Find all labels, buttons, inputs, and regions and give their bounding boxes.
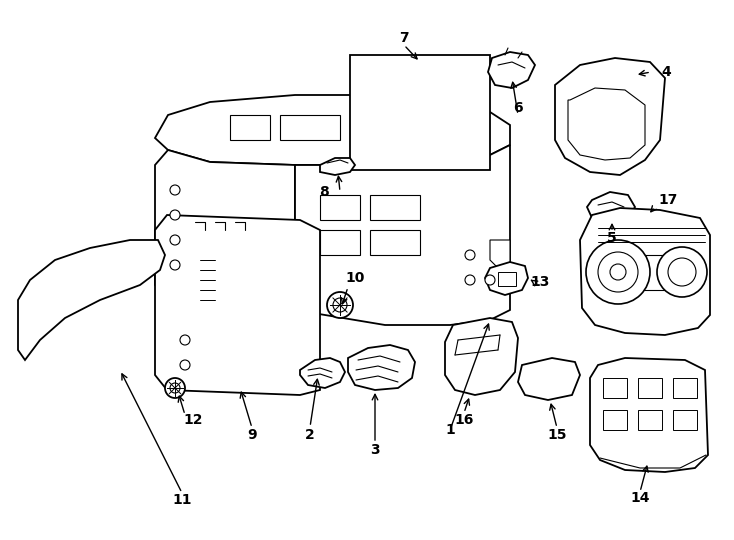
Circle shape [170,185,180,195]
Text: 7: 7 [399,31,409,45]
Polygon shape [320,195,360,220]
Polygon shape [638,378,662,398]
Circle shape [327,292,353,318]
Polygon shape [370,195,420,220]
Polygon shape [498,272,516,286]
Text: 6: 6 [513,101,523,115]
Polygon shape [348,345,415,390]
Polygon shape [320,158,355,175]
Circle shape [333,298,347,312]
Circle shape [165,378,185,398]
Circle shape [170,210,180,220]
Text: 2: 2 [305,428,315,442]
Polygon shape [555,58,665,175]
Circle shape [668,258,696,286]
Circle shape [180,360,190,370]
Polygon shape [295,145,510,325]
Polygon shape [445,318,518,395]
Polygon shape [580,208,710,335]
Polygon shape [430,115,480,140]
Polygon shape [155,150,295,310]
Polygon shape [320,230,360,255]
Text: 5: 5 [607,231,617,245]
Polygon shape [603,410,627,430]
Polygon shape [488,52,535,88]
Text: 14: 14 [631,491,650,505]
Text: 10: 10 [345,271,365,285]
Polygon shape [638,410,662,430]
Circle shape [657,247,707,297]
Circle shape [170,235,180,245]
Text: 12: 12 [184,413,203,427]
Polygon shape [673,410,697,430]
Circle shape [170,260,180,270]
Circle shape [180,335,190,345]
Text: 4: 4 [661,65,671,79]
Polygon shape [155,215,320,395]
Polygon shape [300,358,345,388]
Polygon shape [587,192,635,222]
Circle shape [170,383,180,393]
Polygon shape [18,240,165,360]
Polygon shape [280,115,340,140]
Polygon shape [230,115,270,140]
Text: 15: 15 [548,428,567,442]
Polygon shape [350,55,490,170]
Polygon shape [568,88,645,160]
Polygon shape [632,255,668,290]
Polygon shape [370,230,420,255]
Circle shape [598,252,638,292]
Polygon shape [155,95,510,165]
Circle shape [586,240,650,304]
Polygon shape [590,358,708,472]
Polygon shape [518,358,580,400]
Text: 16: 16 [454,413,473,427]
Polygon shape [485,262,528,295]
Circle shape [485,275,495,285]
Circle shape [465,250,475,260]
Polygon shape [490,240,510,270]
Circle shape [610,264,626,280]
Text: 9: 9 [247,428,257,442]
Text: 1: 1 [445,423,455,437]
Text: 11: 11 [172,493,192,507]
Text: 13: 13 [530,275,550,289]
Polygon shape [350,115,420,140]
Text: 17: 17 [658,193,677,207]
Text: 8: 8 [319,185,329,199]
Text: 3: 3 [370,443,379,457]
Circle shape [465,275,475,285]
Polygon shape [603,378,627,398]
Polygon shape [673,378,697,398]
